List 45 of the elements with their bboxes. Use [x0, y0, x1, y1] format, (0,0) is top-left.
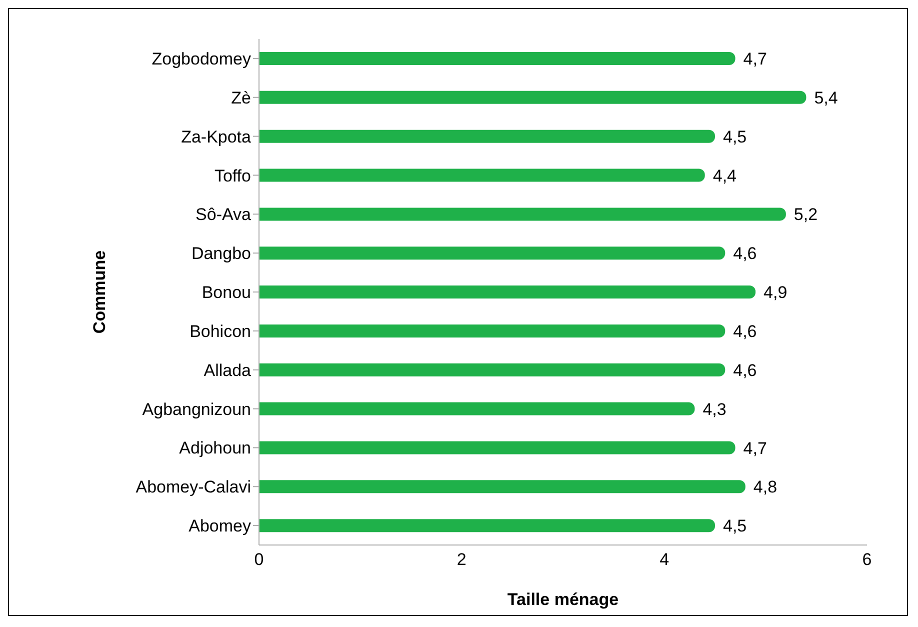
bar	[259, 324, 726, 338]
x-tick-label: 4	[660, 550, 670, 570]
data-label: 4,9	[764, 283, 788, 302]
x-tick-label: 0	[254, 550, 264, 570]
bar	[259, 286, 756, 299]
bar	[259, 208, 786, 221]
y-tick-label: Sô-Ava	[196, 205, 252, 224]
bar	[259, 441, 736, 454]
x-tick-label: 2	[456, 550, 466, 570]
y-tick-label: Abomey-Calavi	[136, 478, 251, 497]
x-tick-label: 6	[862, 550, 872, 570]
y-axis-title: Commune	[90, 250, 110, 334]
y-tick-label: Zè	[231, 88, 251, 108]
bar	[259, 52, 736, 65]
y-tick-label: Allada	[204, 360, 252, 380]
data-label: 4,4	[712, 166, 737, 186]
data-label: 4,5	[723, 127, 747, 146]
data-label: 4,6	[733, 322, 757, 341]
y-tick-label: Bohicon	[190, 322, 251, 341]
bar	[259, 168, 705, 182]
data-label: 4,6	[733, 244, 757, 264]
y-tick-label: Zogbodomey	[152, 49, 252, 68]
y-tick-label: Toffo	[214, 166, 251, 186]
data-label: 4,7	[743, 50, 767, 69]
x-axis-title: Taille ménage	[507, 590, 619, 609]
bar	[259, 402, 695, 416]
bar	[259, 363, 726, 376]
y-tick-label: Bonou	[202, 283, 251, 302]
data-label: 4,3	[702, 400, 726, 419]
y-tick-label: Za-Kpota	[181, 127, 252, 146]
y-tick-label: Abomey	[188, 516, 252, 536]
data-label: 4,6	[733, 360, 757, 380]
data-label: 5,2	[794, 205, 818, 224]
y-tick-label: Agbangnizoun	[142, 400, 251, 419]
y-tick-label: Adjohoun	[179, 438, 251, 458]
bar	[259, 480, 746, 494]
y-tick-label: Dangbo	[191, 244, 251, 264]
bar	[259, 90, 806, 104]
bar	[259, 130, 715, 143]
data-label: 4,7	[743, 438, 767, 458]
data-label: 4,8	[753, 478, 778, 497]
bar	[259, 246, 726, 260]
data-label: 5,4	[814, 88, 838, 108]
bar	[259, 519, 715, 532]
data-label: 4,5	[723, 516, 747, 536]
